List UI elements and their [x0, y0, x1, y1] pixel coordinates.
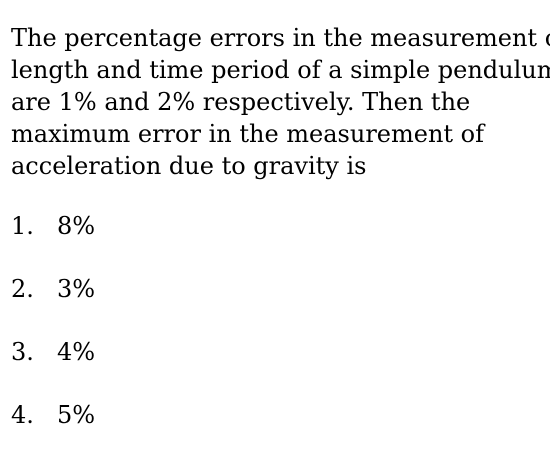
question-line: acceleration due to gravity is [11, 152, 367, 180]
question-text: The percentage errors in the measurement… [11, 22, 550, 182]
option-number: 1. [11, 212, 34, 240]
option-1[interactable]: 1. 8% [11, 210, 95, 242]
question-line: length and time period of a simple pendu… [11, 56, 550, 84]
option-4[interactable]: 4. 5% [11, 399, 95, 431]
option-text: 4% [57, 338, 96, 366]
option-number: 4. [11, 401, 34, 429]
option-number: 2. [11, 275, 34, 303]
option-text: 8% [57, 212, 96, 240]
option-2[interactable]: 2. 3% [11, 273, 95, 305]
option-number: 3. [11, 338, 34, 366]
option-text: 5% [57, 401, 96, 429]
option-text: 3% [57, 275, 96, 303]
question-line: The percentage errors in the measurement… [11, 24, 550, 52]
option-3[interactable]: 3. 4% [11, 336, 95, 368]
answer-options: 1. 8% 2. 3% 3. 4% 4. 5% [11, 210, 95, 462]
question-line: maximum error in the measurement of [11, 120, 485, 148]
question-line: are 1% and 2% respectively. Then the [11, 88, 471, 116]
